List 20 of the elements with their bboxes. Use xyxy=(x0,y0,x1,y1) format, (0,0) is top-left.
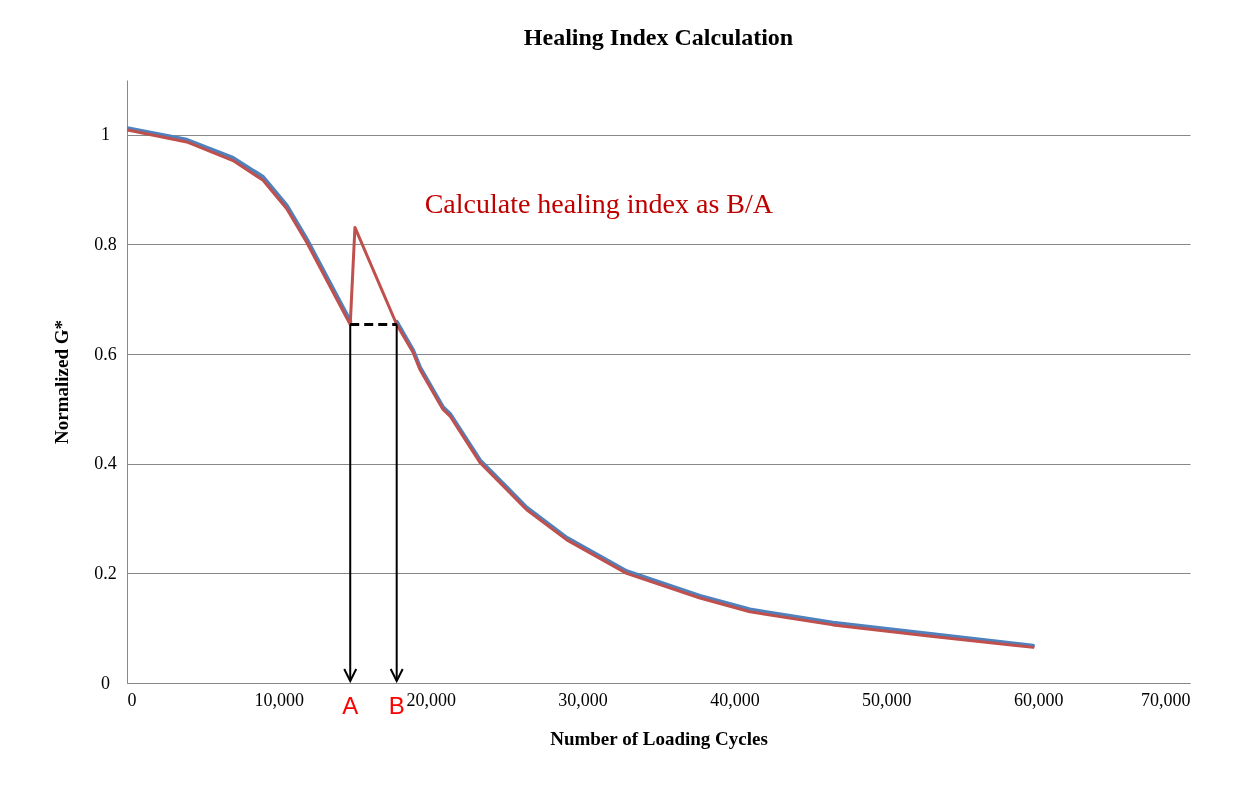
y-tick-label: 0.4 xyxy=(94,453,117,474)
x-tick-label: 60,000 xyxy=(1013,689,1064,710)
x-tick-label: 50,000 xyxy=(862,689,912,710)
x-axis-title: Number of Loading Cycles xyxy=(550,727,768,749)
annotation: A xyxy=(342,692,359,719)
y-tick-label: 0.8 xyxy=(94,233,117,254)
x-tick-label: 0 xyxy=(127,689,137,710)
x-tick-label: 40,000 xyxy=(710,689,760,710)
x-tick-label: 70,000 xyxy=(1141,689,1191,710)
y-tick-label: 0.6 xyxy=(94,343,117,364)
chart-title: Healing Index Calculation xyxy=(523,24,794,50)
annotation: B xyxy=(388,692,405,719)
y-axis-title: Normalized G* xyxy=(51,319,73,445)
y-tick-label: 0.2 xyxy=(94,562,117,583)
x-tick-label: 10,000 xyxy=(254,689,305,710)
y-tick-label: 0 xyxy=(101,672,110,693)
y-tick-label: 1 xyxy=(101,124,110,145)
x-tick-label: 20,000 xyxy=(406,689,456,710)
x-tick-label: 30,000 xyxy=(558,689,608,710)
annotation: Calculate healing index as B/A xyxy=(424,187,774,219)
